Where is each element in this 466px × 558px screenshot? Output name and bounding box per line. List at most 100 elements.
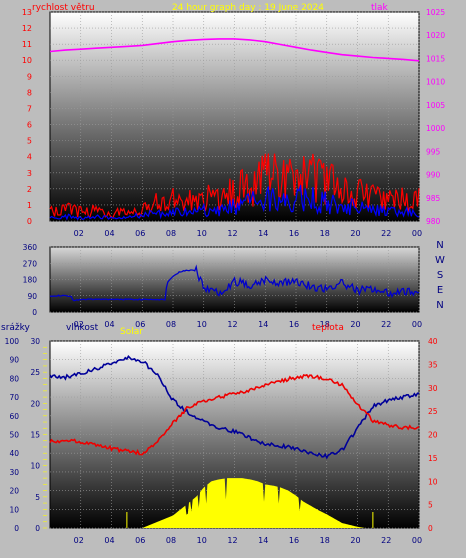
direction-x-tick-label: 22 xyxy=(381,320,391,329)
pressure-right-tick-label: 1025 xyxy=(426,8,445,17)
wind-speed-series xyxy=(49,185,420,221)
humidity-tick-label: 0 xyxy=(35,524,40,533)
temp-tick-label: 10 xyxy=(428,477,438,486)
temp-tick-label: 40 xyxy=(428,337,438,346)
wind-left-tick-label: 9 xyxy=(27,72,32,81)
compass-letter: E xyxy=(437,285,443,296)
solar-area xyxy=(50,478,419,528)
climate-x-tick-label: 04 xyxy=(104,536,114,545)
direction-x-tick-label: 10 xyxy=(197,320,207,329)
direction-x-tick-label: 12 xyxy=(227,320,237,329)
rain-tick-label: 90 xyxy=(9,356,19,365)
direction-tick-label: 90 xyxy=(27,292,37,301)
humidity-tick-label: 5 xyxy=(35,493,40,502)
temp-tick-label: 30 xyxy=(428,384,438,393)
climate-x-tick-label: 22 xyxy=(381,536,391,545)
direction-x-tick-label: 18 xyxy=(320,320,330,329)
climate-x-tick-label: 18 xyxy=(320,536,330,545)
direction-x-tick-label: 04 xyxy=(104,320,114,329)
temp-tick-label: 0 xyxy=(428,524,433,533)
wind-x-tick-label: 12 xyxy=(227,229,237,238)
pressure-right-tick-label: 1010 xyxy=(426,78,445,87)
pressure-right-tick-label: 985 xyxy=(426,194,441,203)
rain-tick-label: 60 xyxy=(9,412,19,421)
temp-tick-label: 35 xyxy=(428,360,438,369)
direction-x-tick-label: 02 xyxy=(74,320,84,329)
humidity-series xyxy=(49,354,420,460)
wind-x-tick-label: 08 xyxy=(166,229,176,238)
temp-tick-label: 5 xyxy=(428,501,433,510)
wind-x-tick-label: 06 xyxy=(135,229,145,238)
humidity-tick-label: 15 xyxy=(30,431,40,440)
rain-tick-label: 10 xyxy=(9,505,19,514)
wind-left-tick-label: 11 xyxy=(22,40,32,49)
rain-tick-label: 40 xyxy=(9,449,19,458)
wind-x-tick-label: 10 xyxy=(197,229,207,238)
climate-x-tick-label: 06 xyxy=(135,536,145,545)
rain-tick-label: 0 xyxy=(14,524,19,533)
wind-left-tick-label: 0 xyxy=(27,217,32,226)
direction-tick-label: 270 xyxy=(23,259,38,268)
pressure-series xyxy=(49,38,420,62)
wind-left-tick-label: 6 xyxy=(27,121,32,130)
wind-x-tick-label: 02 xyxy=(74,229,84,238)
direction-x-tick-label: 14 xyxy=(258,320,268,329)
rain-tick-label: 20 xyxy=(9,487,19,496)
chart-title: 24 hour graph day : 19 June 2024 xyxy=(172,3,324,13)
climate-x-tick-label: 10 xyxy=(197,536,207,545)
direction-tick-label: 180 xyxy=(23,276,38,285)
direction-x-tick-label: 08 xyxy=(166,320,176,329)
wind-left-tick-label: 5 xyxy=(27,137,32,146)
humidity-tick-label: 30 xyxy=(30,337,40,346)
solar-label: Solar xyxy=(120,327,143,337)
climate-x-tick-label: 12 xyxy=(227,536,237,545)
pressure-right-tick-label: 1015 xyxy=(426,54,445,63)
pressure-right-tick-label: 1005 xyxy=(426,101,445,110)
pressure-right-tick-label: 990 xyxy=(426,171,441,180)
climate-x-tick-label: 00 xyxy=(412,536,422,545)
rain-tick-label: 30 xyxy=(9,468,19,477)
wind-left-tick-label: 13 xyxy=(22,8,32,17)
climate-x-tick-label: 14 xyxy=(258,536,268,545)
chart-backgrounds xyxy=(49,11,420,529)
humidity-axis-label: vlhkost xyxy=(66,323,99,333)
humidity-tick-label: 25 xyxy=(30,368,40,377)
rain-tick-label: 50 xyxy=(9,431,19,440)
chart-series xyxy=(49,38,420,528)
direction-x-tick-label: 06 xyxy=(135,320,145,329)
wind-left-tick-label: 7 xyxy=(27,104,32,113)
humidity-tick-label: 10 xyxy=(30,462,40,471)
wind-left-tick-label: 2 xyxy=(27,185,32,194)
climate-x-tick-label: 16 xyxy=(289,536,299,545)
pressure-right-tick-label: 1000 xyxy=(426,124,445,133)
temp-tick-label: 15 xyxy=(428,454,438,463)
compass-letter: S xyxy=(437,270,443,281)
direction-tick-label: 360 xyxy=(23,243,38,252)
wind-axis-label: rychlost větru xyxy=(32,3,95,13)
temp-tick-label: 20 xyxy=(428,431,438,440)
wind-x-tick-label: 16 xyxy=(289,229,299,238)
climate-x-tick-label: 02 xyxy=(74,536,84,545)
humidity-tick-label: 20 xyxy=(30,399,40,408)
direction-x-tick-label: 00 xyxy=(412,320,422,329)
compass-letter: N xyxy=(436,300,443,311)
climate-x-tick-label: 20 xyxy=(350,536,360,545)
pressure-right-tick-label: 1020 xyxy=(426,31,445,40)
direction-tick-label: 0 xyxy=(32,308,37,317)
pressure-right-tick-label: 995 xyxy=(426,147,441,156)
climate-x-tick-label: 08 xyxy=(166,536,176,545)
rain-tick-label: 100 xyxy=(5,337,20,346)
wind-x-tick-label: 00 xyxy=(412,229,422,238)
wind-x-tick-label: 18 xyxy=(320,229,330,238)
pressure-right-tick-label: 980 xyxy=(426,217,441,226)
wind-left-tick-label: 12 xyxy=(22,24,32,33)
rain-tick-label: 80 xyxy=(9,374,19,383)
rain-tick-label: 70 xyxy=(9,393,19,402)
temperature-axis-label: teplota xyxy=(312,323,344,333)
compass-letter: W xyxy=(435,255,445,266)
direction-x-tick-label: 20 xyxy=(350,320,360,329)
wind-x-tick-label: 04 xyxy=(104,229,114,238)
wind-left-tick-label: 4 xyxy=(27,153,32,162)
pressure-axis-label: tlak xyxy=(371,3,389,13)
